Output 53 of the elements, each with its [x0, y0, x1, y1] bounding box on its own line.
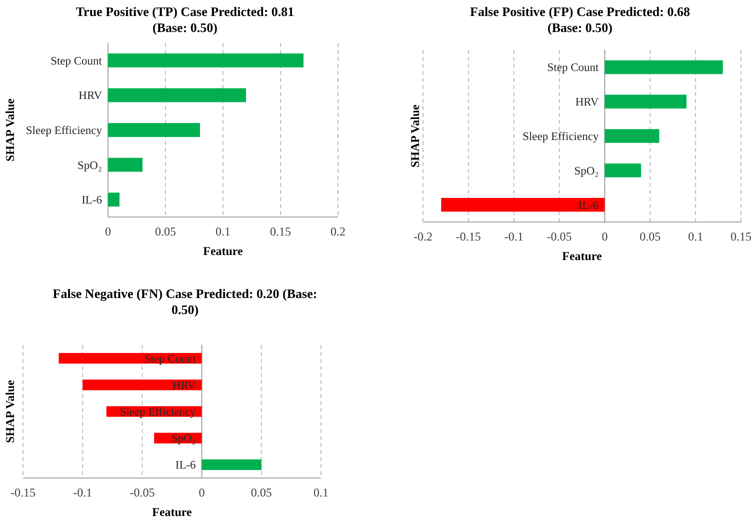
x-tick-label: -0.15	[10, 486, 36, 500]
y-tick-label: Step Count	[144, 353, 197, 366]
chart-title: False Negative (FN) Case Predicted: 0.20 (Base: 0.50)	[52, 286, 318, 317]
y-tick-label: HRV	[172, 380, 196, 392]
x-tick-label: 0.05	[155, 224, 176, 239]
x-axis-title: Feature	[152, 505, 193, 519]
x-tick-label: 0.1	[216, 224, 230, 239]
y-tick-label: SpO₂	[171, 433, 196, 446]
x-tick-label: 0.15	[270, 224, 291, 239]
chart-title: False Positive (FP) Case Predicted: 0.68 (Base: 0.50)	[470, 4, 690, 35]
x-tick-label: -0.15	[456, 230, 481, 244]
x-tick-label: 0.1	[688, 230, 704, 244]
x-tick-label: -0.2	[414, 230, 432, 244]
x-axis-title: Feature	[203, 244, 244, 258]
y-tick-label: IL-6	[175, 460, 196, 472]
y-tick-label: Sleep Efficiency	[522, 131, 599, 144]
y-tick-label: IL-6	[82, 194, 102, 207]
y-axis-title: SHAP Value	[3, 379, 18, 444]
x-tick-label: 0.1	[314, 486, 328, 500]
y-axis-title: SHAP Value	[408, 104, 422, 168]
y-tick-label: Step Count	[50, 55, 103, 68]
x-tick-label: 0.15	[730, 230, 752, 244]
x-tick-label: -0.1	[73, 486, 92, 500]
x-tick-label: 0	[198, 486, 205, 500]
bar	[441, 198, 605, 212]
bar	[108, 158, 142, 172]
x-axis-title: Feature	[562, 249, 603, 263]
y-tick-label: HRV	[78, 90, 103, 102]
bar	[108, 88, 246, 102]
x-tick-label: 0.05	[640, 230, 661, 244]
y-tick-label: IL-6	[578, 200, 599, 212]
y-tick-label: Sleep Efficiency	[26, 125, 102, 138]
x-tick-label: -0.1	[504, 230, 524, 244]
chart-title: True Positive (TP) Case Predicted: 0.81 (Base: 0.50)	[76, 4, 294, 35]
x-tick-label: 0.2	[330, 224, 346, 239]
x-tick-label: 0	[105, 224, 111, 239]
y-tick-label: SpO₂	[574, 165, 599, 178]
x-tick-label: 0	[602, 230, 608, 244]
bar	[604, 129, 660, 143]
bar	[108, 123, 200, 137]
bar	[604, 60, 723, 74]
y-axis-title: SHAP Value	[3, 98, 18, 162]
y-tick-label: SpO₂	[78, 160, 102, 172]
bar	[108, 53, 304, 68]
y-tick-label: Step Count	[547, 62, 600, 74]
bar	[108, 192, 120, 207]
x-tick-label: -0.05	[130, 486, 155, 500]
bar	[604, 164, 642, 178]
bar	[604, 94, 686, 108]
y-tick-label: Sleep Efficiency	[120, 406, 196, 419]
x-tick-label: -0.05	[546, 230, 572, 244]
y-tick-label: HRV	[575, 96, 600, 109]
x-tick-label: 0.05	[250, 486, 272, 500]
